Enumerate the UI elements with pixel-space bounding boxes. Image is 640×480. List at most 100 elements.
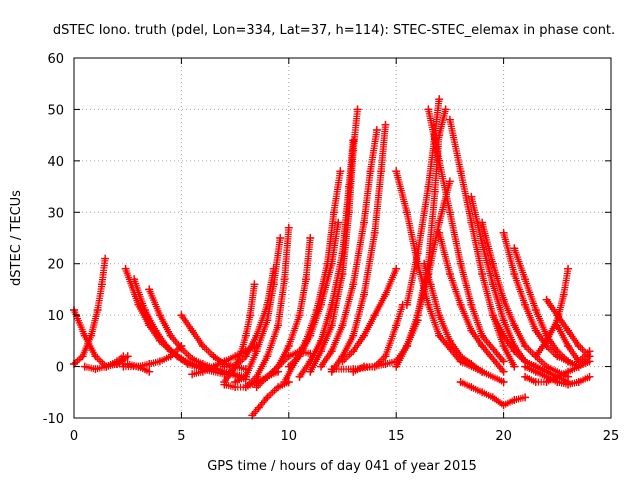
data-point xyxy=(377,167,386,176)
data-point xyxy=(381,120,390,129)
data-point xyxy=(435,218,444,227)
chart-title: dSTEC Iono. truth (pdel, Lon=334, Lat=37… xyxy=(53,23,615,38)
data-point xyxy=(456,259,465,268)
x-tick-label: 0 xyxy=(70,429,78,444)
data-point xyxy=(252,383,261,392)
data-point xyxy=(499,295,508,304)
data-point xyxy=(435,156,444,165)
data-point xyxy=(467,192,476,201)
x-axis-label: GPS time / hours of day 041 of year 2015 xyxy=(207,459,477,474)
data-point xyxy=(381,290,390,299)
data-point xyxy=(402,208,411,217)
data-point xyxy=(254,403,263,412)
data-point xyxy=(334,218,343,227)
data-point xyxy=(510,244,519,253)
data-point xyxy=(220,380,229,389)
data-point xyxy=(231,383,240,392)
data-point xyxy=(177,342,186,350)
data-point xyxy=(317,362,326,371)
data-point xyxy=(370,362,379,371)
data-series xyxy=(542,295,594,361)
data-point xyxy=(112,360,121,368)
data-point xyxy=(295,311,304,320)
data-point xyxy=(445,177,454,186)
data-point xyxy=(478,270,487,278)
data-point xyxy=(467,218,476,227)
data-point xyxy=(467,360,476,368)
data-point xyxy=(574,362,583,371)
data-point xyxy=(130,275,139,284)
data-point xyxy=(467,300,476,309)
data-point xyxy=(349,365,358,374)
data-point xyxy=(323,259,332,268)
data-point xyxy=(499,367,508,376)
data-point xyxy=(231,362,240,371)
data-point xyxy=(241,372,250,381)
data-point xyxy=(140,306,149,314)
data-point xyxy=(456,378,465,386)
data-point xyxy=(402,342,411,350)
data-series xyxy=(531,264,573,361)
data-series xyxy=(424,105,508,366)
x-tick-label: 15 xyxy=(388,429,405,444)
data-point xyxy=(521,393,530,402)
data-point xyxy=(585,352,594,361)
data-point xyxy=(209,352,218,361)
data-point xyxy=(531,352,540,361)
data-point xyxy=(510,362,519,371)
data-point xyxy=(295,372,304,381)
data-point xyxy=(488,259,497,268)
x-tick-label: 20 xyxy=(495,429,512,444)
data-point xyxy=(91,352,100,361)
data-point xyxy=(274,321,283,330)
data-point xyxy=(392,264,401,273)
data-point xyxy=(521,300,530,309)
data-series xyxy=(402,95,444,309)
data-point xyxy=(78,352,87,361)
tick-layer: 0 5 10 15 20 25 -10 0 10 20 30 40 50 60 xyxy=(43,52,620,444)
data-point xyxy=(87,331,96,340)
data-series xyxy=(231,234,285,386)
y-tick-label: 50 xyxy=(47,103,64,118)
data-series xyxy=(306,105,362,376)
data-point xyxy=(188,354,197,363)
data-point xyxy=(430,187,439,196)
data-point xyxy=(542,378,551,386)
data-series xyxy=(263,234,315,381)
data-point xyxy=(80,362,89,371)
data-point xyxy=(198,360,207,368)
data-point xyxy=(177,311,186,320)
y-tick-label: 40 xyxy=(47,155,64,170)
data-point xyxy=(559,290,568,299)
data-point xyxy=(121,264,130,273)
data-point xyxy=(359,290,368,299)
data-point xyxy=(521,342,530,350)
data-point xyxy=(246,311,255,320)
data-point xyxy=(280,378,289,386)
data-point xyxy=(478,331,487,340)
data-point xyxy=(145,285,154,294)
data-point xyxy=(478,388,487,397)
data-series xyxy=(521,362,594,389)
data-point xyxy=(291,357,300,366)
data-point xyxy=(327,365,336,374)
data-point xyxy=(445,208,454,217)
data-series xyxy=(102,360,154,376)
data-point xyxy=(499,401,508,410)
data-series xyxy=(456,378,530,410)
data-point xyxy=(553,321,562,330)
data-point xyxy=(413,249,422,258)
data-point xyxy=(306,234,315,242)
data-point xyxy=(488,311,497,320)
data-point xyxy=(280,275,289,284)
data-point xyxy=(445,115,454,124)
data-point xyxy=(284,223,293,232)
data-point xyxy=(424,182,433,191)
data-point xyxy=(123,360,132,368)
data-point xyxy=(162,342,171,350)
data-point xyxy=(392,362,401,371)
data-point xyxy=(531,306,540,314)
data-point xyxy=(198,367,207,376)
data-point xyxy=(381,360,390,368)
